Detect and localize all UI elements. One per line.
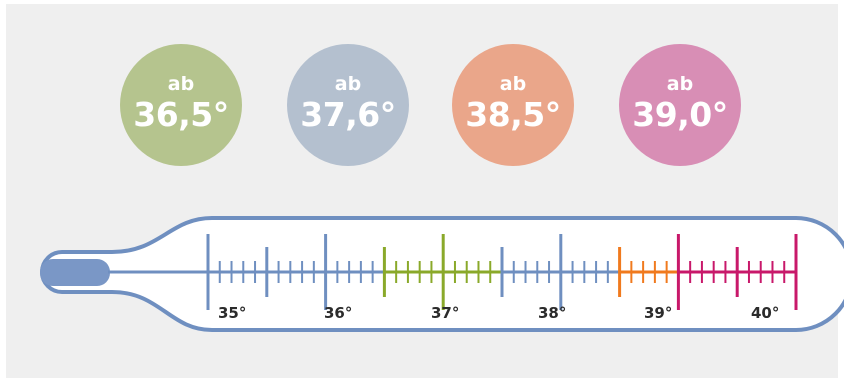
badge-value: 36,5° (133, 95, 229, 134)
badge-37-6: ab 37,6° (287, 44, 409, 166)
scale-label: 40° (751, 304, 779, 322)
scale-labels: 35° 36° 37° 38° 39° 40° (218, 304, 779, 322)
badge-prefix: ab (499, 73, 527, 95)
scale-label: 37° (431, 304, 459, 322)
badge-prefix: ab (666, 73, 694, 95)
badge-value: 37,6° (300, 95, 396, 134)
thermometer-bulb (40, 259, 110, 286)
scale-label: 39° (644, 304, 672, 322)
badge-value: 38,5° (465, 95, 561, 134)
scale-label: 36° (324, 304, 352, 322)
thermometer-scale (206, 234, 798, 310)
badge-39-0: ab 39,0° (619, 44, 741, 166)
badge-prefix: ab (167, 73, 195, 95)
badge-38-5: ab 38,5° (452, 44, 574, 166)
badge-36-5: ab 36,5° (120, 44, 242, 166)
scale-label: 35° (218, 304, 246, 322)
badge-value: 39,0° (632, 95, 728, 134)
badge-prefix: ab (334, 73, 362, 95)
scale-label: 38° (538, 304, 566, 322)
